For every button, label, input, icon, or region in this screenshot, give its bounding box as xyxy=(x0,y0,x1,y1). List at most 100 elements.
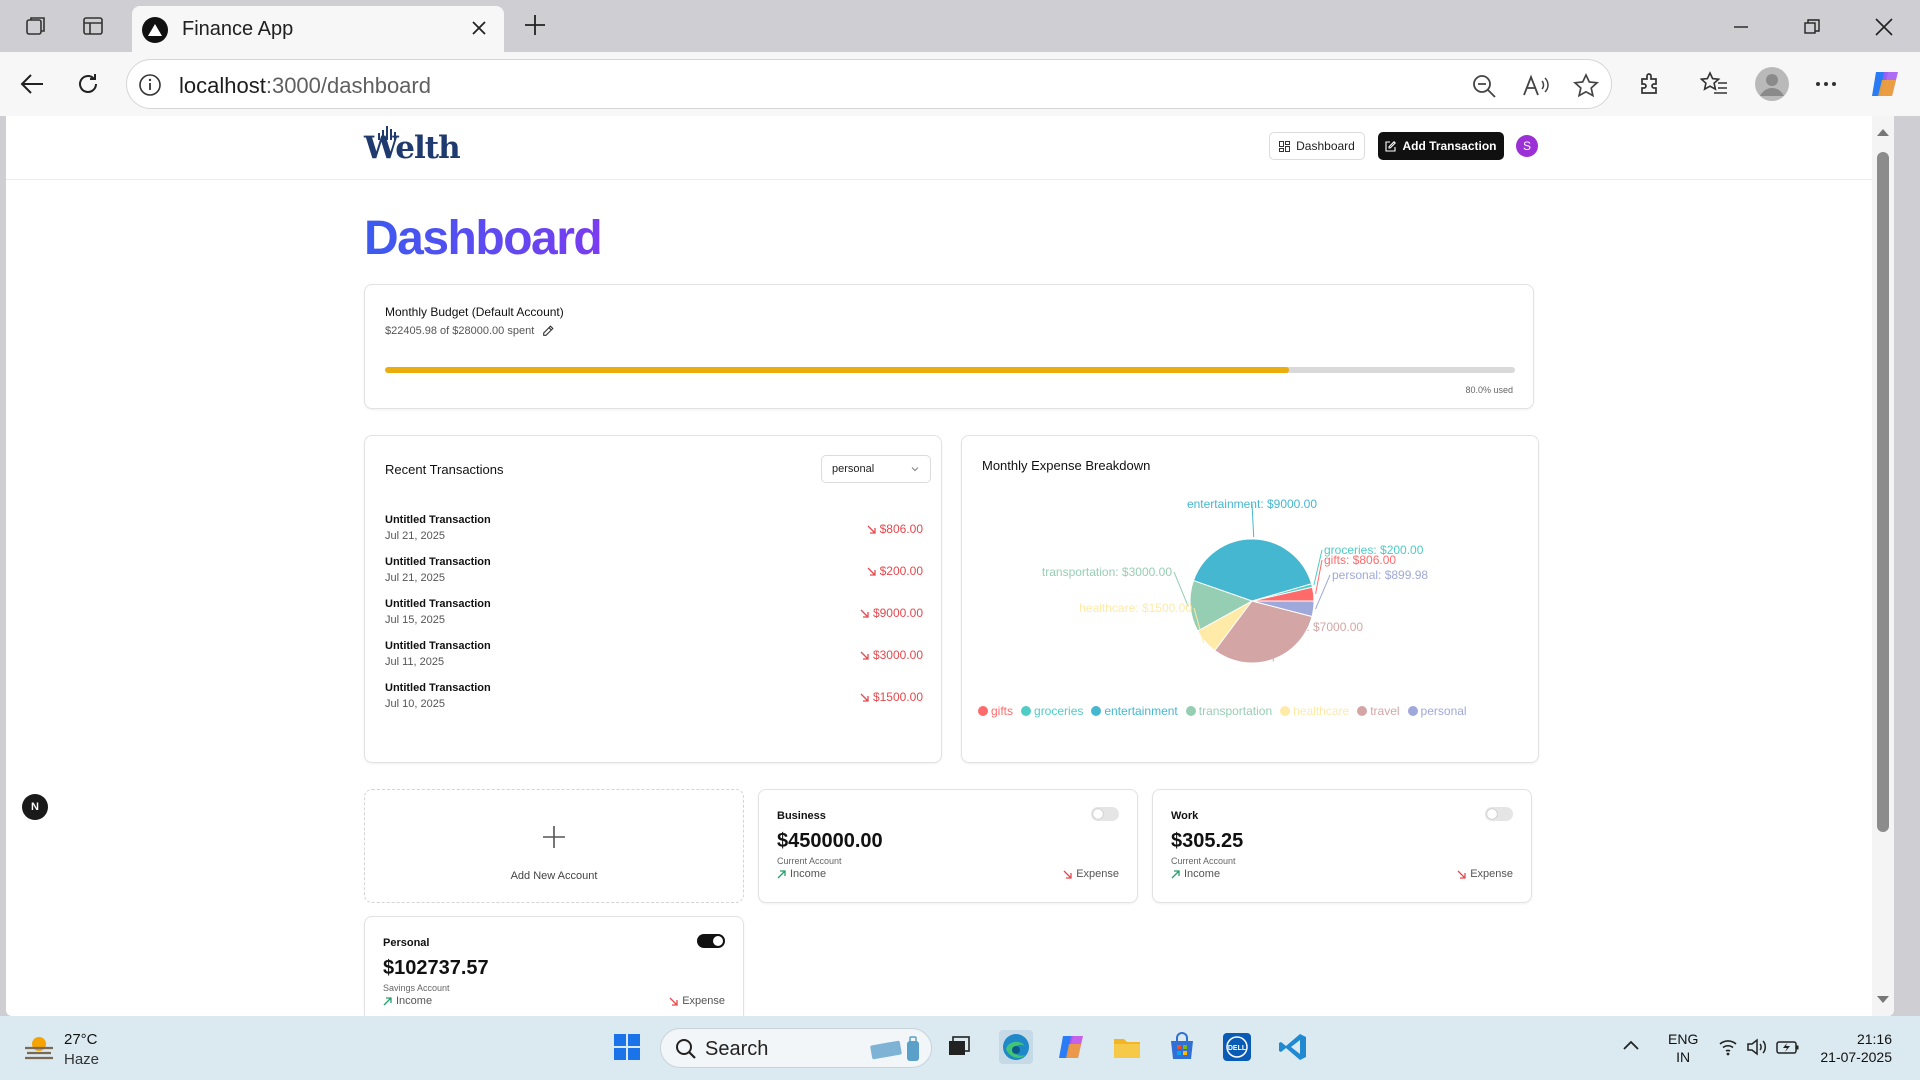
tab-actions-icon[interactable] xyxy=(79,12,107,40)
chart-legend: gifts groceries entertainment transportatio… xyxy=(978,704,1524,718)
workspaces-icon[interactable] xyxy=(22,12,50,40)
microsoft-store-icon[interactable] xyxy=(1165,1030,1199,1064)
language-line1: ENG xyxy=(1668,1031,1699,1047)
chevron-up-icon[interactable] xyxy=(1622,1038,1640,1052)
account-balance: $305.25 xyxy=(1171,830,1244,852)
transaction-amount-value: $806.00 xyxy=(879,522,923,536)
scroll-down-arrow-icon[interactable] xyxy=(1876,992,1890,1006)
nextjs-dev-badge[interactable]: N xyxy=(22,794,48,820)
income-label: Income xyxy=(790,868,827,880)
income-link[interactable]: Income xyxy=(1171,868,1220,880)
transaction-name: Untitled Transaction xyxy=(385,556,491,568)
more-options-icon[interactable] xyxy=(1808,66,1844,102)
pie-label-entertainment: entertainment: $9000.00 xyxy=(1187,497,1317,511)
file-explorer-icon[interactable] xyxy=(1110,1030,1144,1064)
account-select[interactable]: personal xyxy=(821,455,931,483)
default-account-toggle[interactable] xyxy=(1091,807,1119,821)
legend-item-travel[interactable]: travel xyxy=(1357,704,1400,718)
expense-label: Expense xyxy=(1470,868,1513,880)
transaction-row[interactable]: Untitled Transaction Jul 10, 2025 $1500.… xyxy=(385,682,923,718)
battery-charging-icon[interactable] xyxy=(1776,1038,1800,1056)
arrow-up-right-icon xyxy=(1171,869,1180,878)
expense-link[interactable]: Expense xyxy=(1457,868,1513,880)
restore-icon[interactable] xyxy=(1792,12,1832,42)
address-bar[interactable]: localhost:3000/dashboard xyxy=(126,59,1612,109)
legend-dot-gifts xyxy=(978,706,988,716)
new-tab-icon[interactable] xyxy=(520,10,550,40)
language-indicator[interactable]: ENG IN xyxy=(1668,1030,1698,1066)
close-tab-icon[interactable] xyxy=(466,15,492,41)
income-link[interactable]: Income xyxy=(777,868,826,880)
zoom-out-icon[interactable] xyxy=(1469,71,1499,101)
task-view-icon[interactable] xyxy=(942,1030,976,1064)
extensions-icon[interactable] xyxy=(1632,66,1668,102)
transaction-date: Jul 21, 2025 xyxy=(385,572,445,584)
transaction-row[interactable]: Untitled Transaction Jul 21, 2025 $806.0… xyxy=(385,514,923,550)
transaction-row[interactable]: Untitled Transaction Jul 15, 2025 $9000.… xyxy=(385,598,923,634)
dell-app-icon[interactable]: DELL xyxy=(1220,1030,1254,1064)
favorite-star-icon[interactable] xyxy=(1571,71,1601,101)
minimize-icon[interactable] xyxy=(1721,12,1761,42)
copilot-taskbar-icon[interactable] xyxy=(1055,1030,1089,1064)
app-header: Welth Dashboard Add Transaction S xyxy=(6,116,1872,180)
wifi-icon[interactable] xyxy=(1718,1038,1738,1056)
transaction-row[interactable]: Untitled Transaction Jul 21, 2025 $200.0… xyxy=(385,556,923,592)
back-icon[interactable] xyxy=(14,66,50,102)
refresh-icon[interactable] xyxy=(70,66,106,102)
copilot-icon[interactable] xyxy=(1866,64,1906,104)
haze-weather-icon[interactable] xyxy=(22,1032,56,1062)
url-text[interactable]: localhost:3000/dashboard xyxy=(179,73,431,99)
pie-slice-travel[interactable] xyxy=(1214,600,1313,664)
search-label: Search xyxy=(705,1038,769,1060)
legend-item-transportation[interactable]: transportation xyxy=(1185,704,1272,718)
user-avatar[interactable]: S xyxy=(1516,135,1538,157)
vscode-icon[interactable] xyxy=(1276,1030,1310,1064)
legend-item-personal[interactable]: personal xyxy=(1407,704,1467,718)
expense-link[interactable]: Expense xyxy=(669,995,725,1007)
welth-logo[interactable]: Welth xyxy=(364,126,461,170)
edge-taskbar-icon[interactable] xyxy=(999,1030,1033,1064)
arrow-down-right-icon xyxy=(1063,870,1072,879)
site-info-icon[interactable] xyxy=(137,72,163,98)
default-account-toggle[interactable] xyxy=(697,934,725,948)
legend-label-healthcare: healthcare xyxy=(1293,704,1350,718)
close-window-icon[interactable] xyxy=(1864,12,1904,42)
account-card-personal[interactable]: Personal $102737.57 Savings Account Inco… xyxy=(364,916,744,1016)
income-link[interactable]: Income xyxy=(383,995,432,1007)
legend-dot-healthcare xyxy=(1280,706,1291,716)
clock-date: 21-07-2025 xyxy=(1820,1049,1892,1065)
transaction-row[interactable]: Untitled Transaction Jul 11, 2025 $3000.… xyxy=(385,640,923,676)
favorites-icon[interactable] xyxy=(1696,66,1732,102)
add-transaction-button[interactable]: Add Transaction xyxy=(1378,132,1504,160)
page-scrollbar[interactable] xyxy=(1872,116,1894,1016)
expense-link[interactable]: Expense xyxy=(1063,868,1119,880)
budget-card: Monthly Budget (Default Account) $22405.… xyxy=(364,284,1534,409)
dashboard-button[interactable]: Dashboard xyxy=(1269,132,1365,160)
add-account-card[interactable]: Add New Account xyxy=(364,789,744,903)
read-aloud-icon[interactable] xyxy=(1521,71,1551,101)
volume-icon[interactable] xyxy=(1746,1038,1768,1056)
page-title: Dashboard xyxy=(364,212,603,265)
active-tab[interactable]: Finance App xyxy=(132,6,504,52)
legend-item-entertainment[interactable]: entertainment xyxy=(1091,704,1178,718)
taskbar-search[interactable]: Search xyxy=(660,1028,932,1068)
pie-slice-entertainment[interactable] xyxy=(1192,538,1313,602)
legend-item-healthcare[interactable]: healthcare xyxy=(1280,704,1349,718)
profile-icon[interactable] xyxy=(1752,64,1792,104)
pie-slice-personal[interactable] xyxy=(1251,600,1315,618)
scroll-up-arrow-icon[interactable] xyxy=(1876,126,1890,140)
edit-pencil-icon[interactable] xyxy=(542,325,554,337)
pie-label-personal: personal: $899.98 xyxy=(1332,568,1428,582)
system-clock[interactable]: 21:16 21-07-2025 xyxy=(1812,1030,1892,1066)
transaction-amount: $9000.00 xyxy=(860,606,923,620)
arrow-up-right-icon xyxy=(777,869,786,878)
scrollbar-thumb[interactable] xyxy=(1877,152,1889,832)
account-card-work[interactable]: Work $305.25 Current Account Income Expe… xyxy=(1152,789,1532,903)
logo-bars-icon xyxy=(378,126,396,140)
legend-item-groceries[interactable]: groceries xyxy=(1021,704,1083,718)
account-card-business[interactable]: Business $450000.00 Current Account Inco… xyxy=(758,789,1138,903)
windows-start-icon[interactable] xyxy=(610,1030,644,1064)
default-account-toggle[interactable] xyxy=(1485,807,1513,821)
legend-item-gifts[interactable]: gifts xyxy=(978,704,1013,718)
